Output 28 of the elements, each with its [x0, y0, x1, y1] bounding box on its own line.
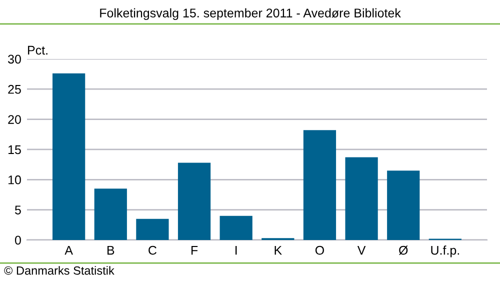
x-tick-label: I	[236, 246, 237, 255]
y-tick-label: 0	[14, 236, 21, 245]
bar	[52, 73, 86, 240]
y-tick-label: 5	[14, 206, 21, 214]
y-tick-label: 25	[8, 84, 21, 94]
y-axis-title: Pct.	[28, 46, 48, 55]
chart-title: Folketingsvalg 15. september 2011 - Avedøre Bibliotek	[100, 8, 401, 20]
bar	[178, 162, 211, 240]
x-tick-label: A	[64, 246, 73, 255]
bar	[303, 130, 336, 240]
x-tick-label: B	[107, 246, 114, 255]
x-tick-label: K	[274, 246, 282, 255]
y-tick-label: 10	[8, 175, 21, 184]
bar	[387, 170, 420, 240]
x-tick-label: U.f.p.	[431, 246, 459, 258]
y-tick-label: 30	[8, 54, 21, 64]
bar	[136, 218, 169, 240]
y-tick-label: 20	[8, 115, 21, 124]
x-tick-label: F	[191, 246, 198, 255]
bar	[345, 157, 378, 240]
bar	[94, 188, 127, 240]
bar	[220, 216, 252, 240]
x-tick-label: C	[148, 246, 156, 255]
x-tick-label: Ø	[398, 246, 408, 255]
x-tick-label: O	[315, 246, 324, 255]
y-tick-label: 15	[8, 145, 21, 154]
text: © Danmarks Statistik	[4, 266, 114, 275]
x-tick-label: V	[357, 246, 366, 255]
